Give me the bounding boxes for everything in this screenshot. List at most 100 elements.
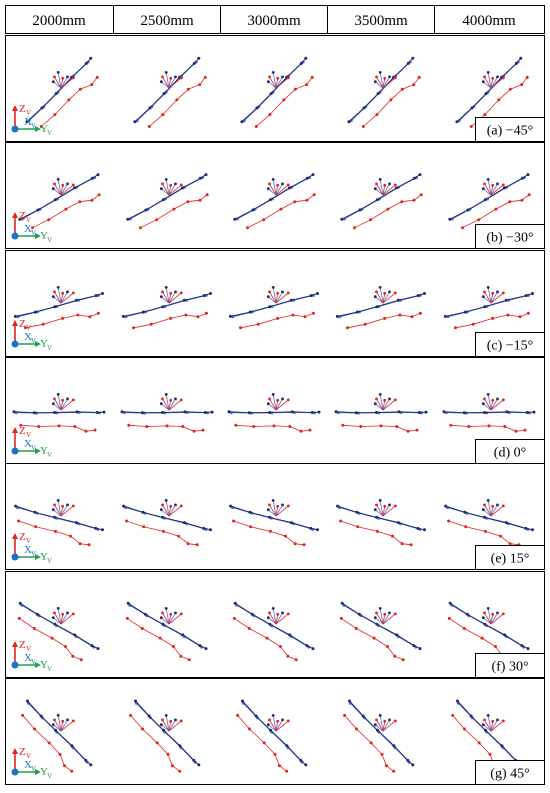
red-skeleton-joint bbox=[288, 425, 292, 428]
limb-joint bbox=[266, 508, 270, 512]
red-skeleton-joint bbox=[447, 519, 451, 523]
red-skeleton-joint bbox=[299, 429, 303, 433]
panel-label-box bbox=[475, 332, 545, 357]
red-skeleton-joint bbox=[73, 425, 77, 428]
z-axis-subscript: V bbox=[26, 109, 31, 117]
red-skeleton-joint bbox=[47, 741, 51, 745]
navy-skeleton-joint bbox=[228, 314, 232, 318]
z-axis-arrowhead bbox=[12, 748, 18, 754]
y-axis-arrowhead bbox=[35, 233, 41, 239]
limb-joint bbox=[266, 402, 270, 406]
navy-skeleton-joint bbox=[355, 310, 359, 314]
red-skeleton-joint bbox=[142, 525, 146, 529]
limb-segment bbox=[168, 719, 176, 732]
x-axis-label: X bbox=[24, 544, 32, 556]
limb-joint bbox=[378, 499, 382, 502]
limb-segment bbox=[60, 720, 74, 732]
red-skeleton-joint bbox=[514, 429, 518, 433]
limb-segment bbox=[275, 185, 279, 196]
y-axis-label: Y bbox=[40, 766, 48, 778]
red-skeleton-joint bbox=[385, 764, 388, 768]
navy-skeleton-joint bbox=[255, 106, 259, 110]
limb-joint bbox=[51, 723, 55, 727]
red-skeleton-joint bbox=[181, 425, 185, 428]
red-skeleton-joint bbox=[265, 636, 269, 640]
red-skeleton-joint bbox=[310, 75, 314, 79]
limb-joint bbox=[179, 398, 183, 402]
limb-joint bbox=[169, 183, 173, 187]
navy-skeleton-joint bbox=[90, 644, 94, 648]
limb-segment bbox=[60, 77, 74, 89]
navy-skeleton-joint bbox=[289, 521, 293, 525]
limb-segment bbox=[60, 293, 64, 304]
limb-joint bbox=[496, 182, 499, 186]
red-skeleton-joint bbox=[487, 424, 491, 428]
x-axis-dot bbox=[11, 553, 19, 561]
limb-joint bbox=[161, 611, 164, 615]
navy-skeleton-joint bbox=[423, 292, 426, 295]
navy-skeleton-joint bbox=[90, 176, 94, 180]
red-skeleton-joint bbox=[93, 428, 97, 432]
limb-segment bbox=[382, 398, 390, 411]
navy-skeleton-joint bbox=[514, 61, 518, 65]
navy-skeleton-joint bbox=[268, 411, 271, 414]
navy-skeleton-joint bbox=[203, 411, 207, 414]
navy-skeleton-joint bbox=[268, 305, 272, 309]
limb-segment bbox=[60, 613, 74, 625]
z-axis-arrowhead bbox=[12, 533, 18, 539]
limb-segment bbox=[490, 398, 498, 411]
red-skeleton-joint bbox=[477, 218, 481, 222]
limb-segment bbox=[490, 399, 504, 411]
navy-skeleton-joint bbox=[143, 612, 147, 616]
red-skeleton-joint bbox=[58, 752, 62, 756]
red-skeleton-joint bbox=[499, 534, 502, 538]
limb-segment bbox=[275, 720, 289, 732]
red-skeleton-joint bbox=[383, 316, 387, 320]
limb-joint bbox=[164, 607, 168, 610]
panel-label: (a) −45° bbox=[487, 124, 534, 139]
navy-skeleton-joint bbox=[505, 410, 509, 414]
limb-joint bbox=[51, 295, 55, 299]
limb-segment bbox=[487, 715, 492, 732]
limb-segment bbox=[161, 403, 170, 411]
limb-segment bbox=[165, 394, 170, 411]
red-skeleton bbox=[340, 520, 412, 546]
navy-skeleton-joint bbox=[192, 758, 196, 762]
red-skeleton-joint bbox=[88, 315, 92, 319]
limb-segment bbox=[484, 504, 492, 517]
red-skeleton bbox=[450, 424, 526, 432]
limb-segment bbox=[60, 506, 64, 517]
limb-segment bbox=[162, 719, 170, 732]
navy-skeleton-joint bbox=[483, 411, 486, 414]
limb-segment bbox=[269, 504, 277, 517]
limb-joint bbox=[281, 718, 284, 722]
limb-joint bbox=[388, 718, 391, 722]
navy-skeleton-joint bbox=[311, 647, 315, 651]
navy-skeleton-joint bbox=[375, 305, 379, 309]
limb-joint bbox=[164, 178, 168, 181]
skeleton-figure bbox=[14, 499, 104, 547]
navy-skeleton-joint bbox=[375, 515, 378, 519]
limb-joint bbox=[56, 178, 60, 181]
y-axis-label: Y bbox=[40, 445, 48, 457]
limb-joint bbox=[383, 291, 387, 295]
limb-segment bbox=[60, 398, 68, 411]
limb-segment bbox=[376, 612, 384, 625]
y-axis-arrowhead bbox=[35, 554, 41, 560]
limb-segment bbox=[382, 400, 386, 411]
limb-segment bbox=[375, 724, 384, 732]
limb-segment bbox=[483, 509, 492, 517]
z-axis-label: Z bbox=[19, 746, 26, 758]
navy-skeleton-joint bbox=[309, 526, 313, 530]
column-header-3500: 3500mm bbox=[354, 13, 408, 29]
navy-skeleton-joint bbox=[309, 294, 313, 298]
limb-segment bbox=[275, 614, 279, 625]
limb-segment bbox=[162, 183, 170, 196]
column-header-3000: 3000mm bbox=[247, 13, 301, 29]
red-skeleton-joint bbox=[179, 654, 183, 658]
red-skeleton-joint bbox=[417, 75, 421, 79]
navy-skeleton-joint bbox=[161, 198, 165, 202]
limb-segment bbox=[275, 613, 289, 625]
limb-segment bbox=[60, 291, 68, 304]
limb-joint bbox=[169, 291, 173, 295]
